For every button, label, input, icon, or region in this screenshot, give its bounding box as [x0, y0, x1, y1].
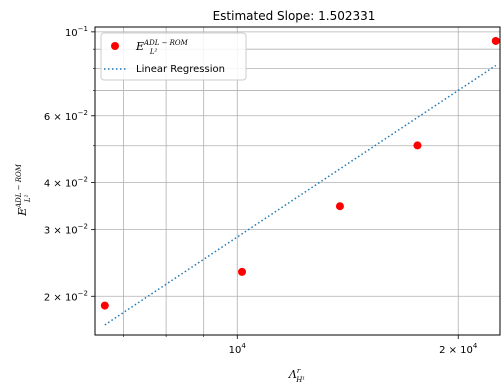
axis-labels: Λr H¹ EADL − ROML² — [15, 163, 305, 384]
legend-label-regression: Linear Regression — [136, 64, 225, 75]
tick-layer: 104 2 × 104 2 × 10−2 3 × 10−2 4 × 10−2 6 × 10… — [44, 25, 478, 356]
y-axis-label: EADL − ROML² — [15, 163, 32, 217]
y-tick-label: 6 × 10−2 — [44, 109, 88, 123]
y-tick-label: 4 × 10−2 — [44, 175, 88, 189]
plot-frame — [94, 26, 501, 336]
grid-layer — [95, 27, 500, 335]
data-point — [238, 267, 247, 276]
y-tick-label: 3 × 10−2 — [44, 223, 88, 237]
regression-line — [104, 64, 497, 326]
data-point — [100, 301, 109, 310]
legend: EADL − ROM L² Linear Regression — [100, 32, 247, 81]
data-point — [335, 202, 344, 211]
x-tick-label: 104 — [229, 342, 247, 356]
data-point — [491, 36, 500, 45]
legend-label-error: EADL − ROM L² — [135, 39, 189, 56]
legend-marker-points — [111, 42, 119, 50]
x-axis-label: Λr H¹ — [288, 367, 305, 384]
x-tick-label: 2 × 104 — [439, 342, 478, 356]
chart-title: Estimated Slope: 1.502331 — [213, 9, 376, 23]
legend-box — [100, 32, 247, 81]
y-tick-label: 10−1 — [65, 25, 88, 39]
series-layer — [100, 36, 500, 326]
data-point — [413, 141, 422, 150]
y-tick-label: 2 × 10−2 — [44, 289, 88, 303]
